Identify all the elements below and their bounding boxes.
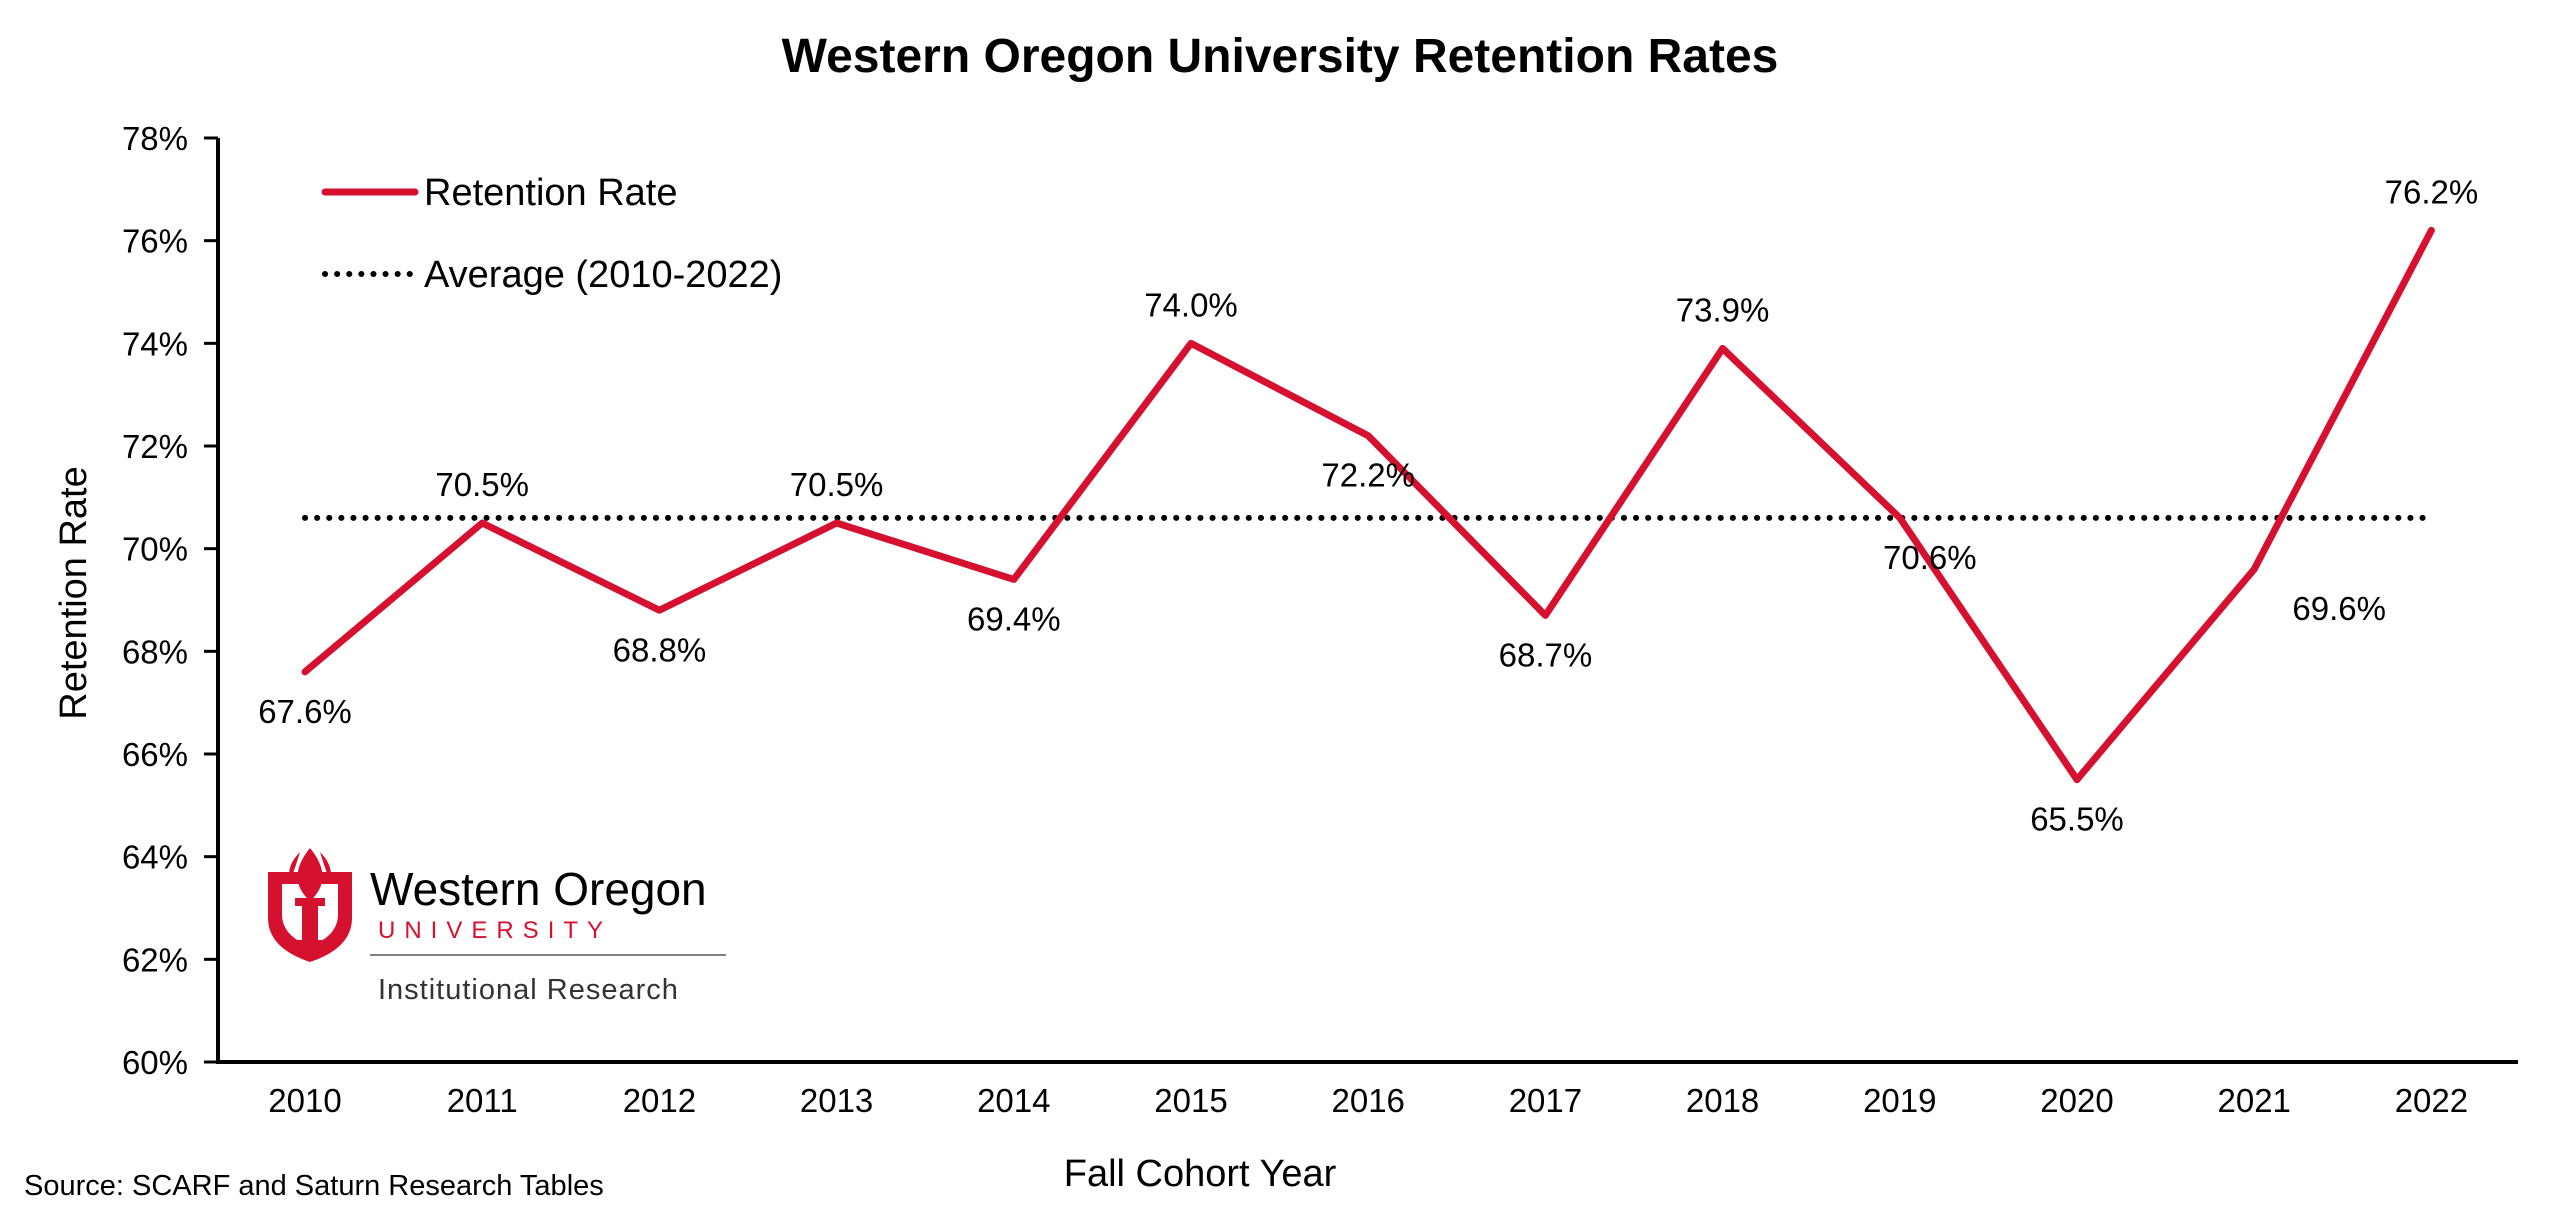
data-label: 69.4% [967,600,1061,637]
y-tick-label: 74% [122,325,188,362]
data-label: 68.7% [1499,636,1593,673]
x-tick-label: 2010 [268,1082,341,1119]
data-label: 65.5% [2030,801,2124,838]
y-tick-label: 66% [122,736,188,773]
data-label: 70.5% [790,466,884,503]
wou-logo: Western Oregon UNIVERSITY Institutional … [268,848,726,1006]
data-label: 70.5% [435,466,529,503]
y-tick-label: 60% [122,1044,188,1081]
y-ticks: 60% 62% 64% 66% 68% 70% 72% 74% 76% 78% [122,120,218,1081]
series-layer [301,226,2435,784]
data-labels: 67.6% 70.5% 68.8% 70.5% 69.4% 74.0% 72.2% 68.7%… [258,173,2478,837]
x-tick-label: 2013 [800,1082,873,1119]
x-tick-label: 2020 [2040,1082,2113,1119]
legend-label-retention: Retention Rate [424,172,678,214]
retention-rate-line [301,226,2435,784]
x-tick-label: 2021 [2217,1082,2290,1119]
x-tick-label: 2012 [623,1082,696,1119]
x-tick-label: 2018 [1686,1082,1759,1119]
y-axis-label: Retention Rate [53,466,95,720]
x-tick-label: 2011 [447,1082,518,1119]
legend: Retention Rate Average (2010-2022) [321,172,782,296]
chart-title: Western Oregon University Retention Rate… [782,30,1779,83]
y-tick-label: 64% [122,839,188,876]
logo-subtitle: UNIVERSITY [378,917,612,944]
logo-department: Institutional Research [378,974,679,1006]
y-tick-label: 78% [122,120,188,157]
logo-name: Western Oregon [370,863,707,915]
x-ticks: 2010 2011 2012 2013 2014 2015 2016 2017 2018 2019… [268,1082,2468,1119]
y-tick-label: 68% [122,633,188,670]
x-tick-label: 2022 [2395,1082,2468,1119]
x-tick-label: 2017 [1509,1082,1582,1119]
data-label: 73.9% [1676,291,1770,328]
x-tick-label: 2016 [1331,1082,1404,1119]
y-tick-label: 62% [122,941,188,978]
legend-label-average: Average (2010-2022) [424,254,782,296]
data-label: 68.8% [613,631,707,668]
source-note: Source: SCARF and Saturn Research Tables [24,1170,604,1202]
data-label: 74.0% [1144,286,1238,323]
y-tick-label: 76% [122,223,188,260]
x-axis-label: Fall Cohort Year [1064,1153,1337,1195]
data-label: 72.2% [1321,457,1415,494]
data-label: 69.6% [2292,590,2386,627]
x-tick-label: 2015 [1154,1082,1227,1119]
x-tick-label: 2019 [1863,1082,1936,1119]
data-label: 70.6% [1883,539,1977,576]
data-label: 67.6% [258,693,352,730]
torch-shield-icon [268,848,352,962]
data-label: 76.2% [2385,173,2479,210]
y-tick-label: 70% [122,531,188,568]
x-tick-label: 2014 [977,1082,1050,1119]
y-tick-label: 72% [122,428,188,465]
axes [216,138,2518,1064]
